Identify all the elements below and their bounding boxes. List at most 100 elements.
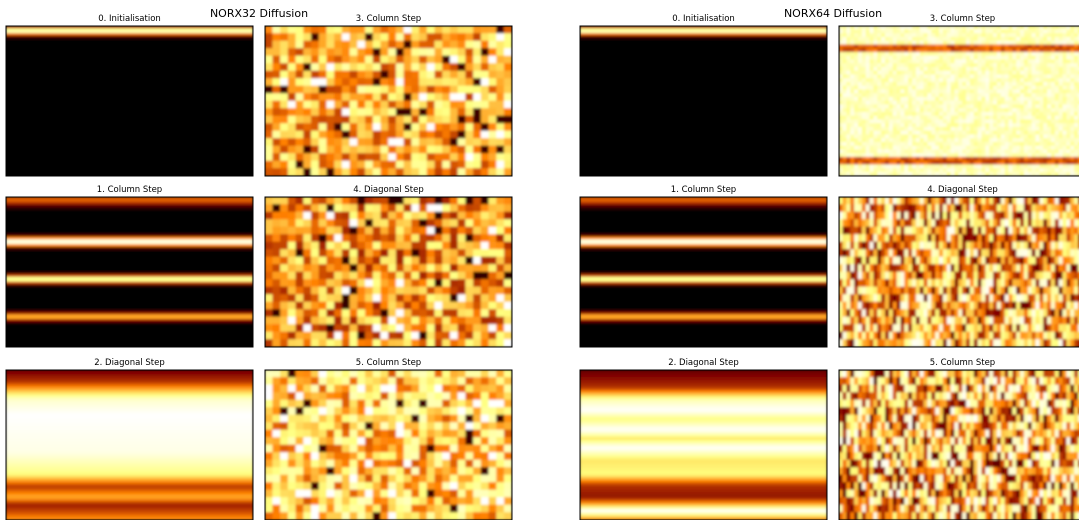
heatmap-cell: [954, 74, 958, 78]
heatmap-cell: [912, 71, 916, 75]
heatmap-cell: [939, 161, 943, 165]
heatmap-cell: [993, 78, 997, 82]
heatmap-cell: [388, 407, 396, 415]
heatmap-cell: [1043, 82, 1047, 86]
heatmap-cell: [908, 104, 912, 108]
heatmap-cell: [326, 467, 334, 475]
heatmap-cell: [1063, 197, 1067, 205]
heatmap-cell: [427, 512, 435, 520]
heatmap-cell: [931, 82, 935, 86]
heatmap-cell: [931, 93, 935, 97]
heatmap-cell: [1036, 37, 1040, 41]
heatmap-cell: [373, 212, 381, 220]
heatmap-cell: [1074, 157, 1078, 161]
heatmap-cell: [924, 157, 928, 161]
heatmap-cell: [947, 41, 951, 45]
heatmap-cell: [877, 59, 881, 63]
heatmap-cell: [296, 204, 304, 212]
heatmap-cell: [1009, 157, 1013, 161]
heatmap-cell: [365, 415, 373, 423]
heatmap-cell: [1016, 123, 1020, 127]
heatmap-cell: [862, 157, 866, 161]
heatmap-cell: [319, 219, 327, 227]
heatmap-cell: [265, 257, 273, 265]
heatmap-cell: [419, 204, 427, 212]
heatmap-cell: [296, 101, 304, 109]
heatmap-cell: [1012, 123, 1016, 127]
heatmap-cell: [947, 67, 951, 71]
heatmap-cell: [989, 116, 993, 120]
heatmap-cell: [435, 430, 443, 438]
heatmap-cell: [1001, 149, 1005, 153]
heatmap-cell: [858, 123, 862, 127]
heatmap-cell: [1059, 104, 1063, 108]
heatmap-cell: [904, 104, 908, 108]
heatmap-cell: [458, 212, 466, 220]
heatmap-cell: [404, 219, 412, 227]
heatmap-cell: [1016, 37, 1020, 41]
heatmap-cell: [296, 445, 304, 453]
heatmap-cell: [272, 339, 280, 347]
heatmap-cell: [897, 78, 901, 82]
heatmap-cell: [350, 131, 358, 139]
heatmap-cell: [404, 279, 412, 287]
heatmap-cell: [981, 116, 985, 120]
heatmap-cell: [866, 153, 870, 157]
heatmap-cell: [1059, 146, 1063, 150]
heatmap-cell: [947, 164, 951, 168]
heatmap-cell: [350, 101, 358, 109]
heatmap-cell: [350, 309, 358, 317]
heatmap-cell: [908, 197, 912, 205]
heatmap-cell: [489, 212, 497, 220]
heatmap-cell: [473, 264, 481, 272]
heatmap-cell: [1020, 48, 1024, 52]
heatmap-cell: [326, 415, 334, 423]
heatmap-cell: [388, 86, 396, 94]
heatmap-cell: [900, 164, 904, 168]
heatmap-cell: [954, 112, 958, 116]
heatmap-cell: [1066, 37, 1070, 41]
heatmap-cell: [1063, 134, 1067, 138]
heatmap-cell: [858, 164, 862, 168]
heatmap-cell: [365, 332, 373, 340]
heatmap-cell: [1024, 33, 1028, 37]
heatmap-cell: [1047, 56, 1051, 60]
heatmap-cell: [473, 249, 481, 257]
heatmap-cell: [357, 131, 365, 139]
heatmap-cell: [951, 149, 955, 153]
heatmap-cell: [954, 44, 958, 48]
heatmap-cell: [900, 86, 904, 90]
heatmap-cell: [985, 112, 989, 116]
heatmap-cell: [881, 97, 885, 101]
heatmap-cell: [481, 116, 489, 124]
heatmap-cell: [985, 142, 989, 146]
heatmap-cell: [365, 279, 373, 287]
heatmap-cell: [442, 242, 450, 250]
heatmap-cell: [427, 400, 435, 408]
heatmap-cell: [442, 385, 450, 393]
heatmap-cell: [846, 29, 850, 33]
heatmap-cell: [481, 212, 489, 220]
heatmap-cell: [900, 63, 904, 67]
heatmap-cell: [958, 97, 962, 101]
heatmap-cell: [981, 41, 985, 45]
heatmap-cell: [1043, 52, 1047, 56]
heatmap-cell: [365, 272, 373, 280]
heatmap-cell: [373, 41, 381, 49]
heatmap-cell: [411, 512, 419, 520]
heatmap-cell: [1055, 138, 1059, 142]
heatmap-cell: [1043, 41, 1047, 45]
heatmap-cell: [411, 131, 419, 139]
heatmap-cell: [958, 119, 962, 123]
heatmap-cell: [296, 219, 304, 227]
heatmap-cell: [985, 67, 989, 71]
heatmap-cell: [311, 302, 319, 310]
heatmap-cell: [435, 294, 443, 302]
heatmap-cell: [904, 59, 908, 63]
heatmap-cell: [997, 134, 1001, 138]
heatmap-cell: [943, 93, 947, 97]
heatmap-cell: [1020, 168, 1024, 172]
heatmap-cell: [419, 197, 427, 205]
heatmap-cell: [1020, 67, 1024, 71]
heatmap-cell: [365, 287, 373, 295]
